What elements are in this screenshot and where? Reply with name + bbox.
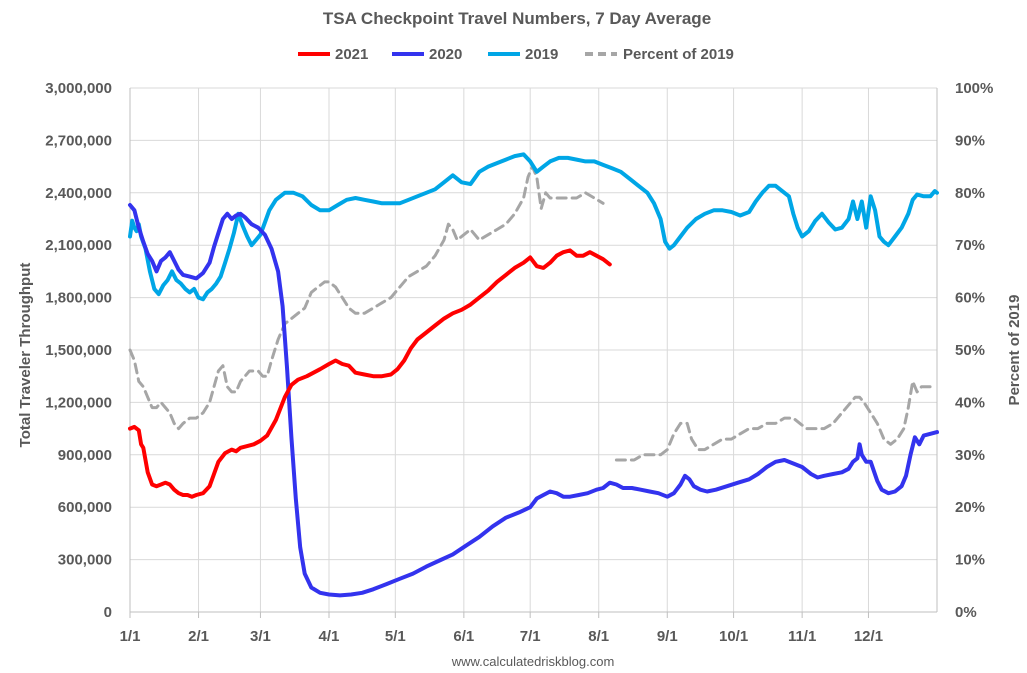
series-line-percent-of-2019-sep-dec bbox=[614, 379, 937, 462]
y2-tick-label: 50% bbox=[955, 342, 985, 359]
x-tick-label: 11/1 bbox=[788, 628, 816, 645]
x-tick-label: 9/1 bbox=[657, 628, 678, 645]
y-tick-label: 1,800,000 bbox=[45, 290, 112, 307]
x-tick-label: 3/1 bbox=[250, 628, 271, 645]
y2-tick-label: 80% bbox=[955, 185, 985, 202]
y-tick-label: 600,000 bbox=[58, 499, 112, 516]
y-tick-label: 2,100,000 bbox=[45, 237, 112, 254]
y-tick-label: 2,400,000 bbox=[45, 185, 112, 202]
x-tick-label: 2/1 bbox=[188, 628, 209, 645]
y-tick-label: 1,500,000 bbox=[45, 342, 112, 359]
x-tick-label: 8/1 bbox=[588, 628, 609, 645]
y-tick-label: 900,000 bbox=[58, 447, 112, 464]
legend: 2021 2020 2019 Percent of 2019 bbox=[298, 46, 734, 63]
y2-tick-label: 30% bbox=[955, 447, 985, 464]
x-tick-label: 4/1 bbox=[319, 628, 340, 645]
y2-tick-label: 0% bbox=[955, 604, 977, 621]
series-line-2021 bbox=[128, 248, 612, 499]
y-tick-label: 2,700,000 bbox=[45, 132, 112, 149]
y-tick-label: 0 bbox=[104, 604, 112, 621]
source-credit: www.calculatedriskblog.com bbox=[451, 654, 615, 669]
x-tick-label: 7/1 bbox=[520, 628, 541, 645]
gridlines bbox=[130, 87, 937, 612]
legend-label-2019: 2019 bbox=[525, 46, 558, 63]
y2-tick-label: 70% bbox=[955, 237, 985, 254]
y2-tick-label: 90% bbox=[955, 132, 985, 149]
y2-tick-label: 20% bbox=[955, 499, 985, 516]
series-line-percent-of-2019 bbox=[128, 165, 605, 431]
series-line-2020 bbox=[128, 203, 939, 598]
x-tick-label: 6/1 bbox=[453, 628, 474, 645]
data-series bbox=[128, 152, 939, 598]
legend-label-2020: 2020 bbox=[429, 46, 462, 63]
y2-axis-title: Percent of 2019 bbox=[1006, 295, 1023, 406]
chart-title: TSA Checkpoint Travel Numbers, 7 Day Ave… bbox=[323, 9, 711, 28]
tick-labels: 0 300,000 600,000 900,000 1,200,000 1,500,000… bbox=[45, 80, 993, 645]
y-tick-label: 3,000,000 bbox=[45, 80, 112, 97]
x-tick-label: 5/1 bbox=[385, 628, 406, 645]
x-tick-label: 10/1 bbox=[719, 628, 748, 645]
y2-tick-label: 10% bbox=[955, 552, 985, 569]
x-tick-label: 12/1 bbox=[854, 628, 883, 645]
y2-tick-label: 40% bbox=[955, 394, 985, 411]
y-axis-title: Total Traveler Throughput bbox=[17, 263, 34, 448]
y2-tick-label: 60% bbox=[955, 290, 985, 307]
y-tick-label: 1,200,000 bbox=[45, 394, 112, 411]
legend-label-percent: Percent of 2019 bbox=[623, 46, 734, 63]
y2-tick-label: 100% bbox=[955, 80, 993, 97]
y-tick-label: 300,000 bbox=[58, 552, 112, 569]
legend-label-2021: 2021 bbox=[335, 46, 368, 63]
x-tick-label: 1/1 bbox=[120, 628, 141, 645]
series-line-2019 bbox=[128, 152, 939, 302]
